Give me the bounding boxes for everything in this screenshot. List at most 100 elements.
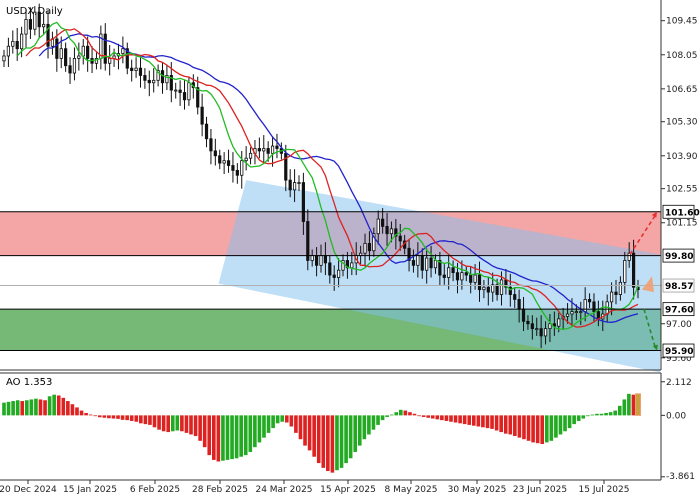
ao-bar (385, 415, 389, 417)
candle (130, 59, 134, 82)
ao-bar (426, 415, 430, 418)
ao-bar (253, 415, 257, 448)
ao-bar (280, 415, 285, 422)
candle (447, 254, 451, 290)
ao-panel: 2.112 0.00 -3.861 AO 1.353 (2, 373, 695, 482)
y-tick-label: 97.00 (666, 320, 692, 330)
ao-bar (207, 415, 212, 456)
ao-bar (608, 412, 613, 416)
ao-bar (540, 415, 545, 444)
ao-bar (111, 415, 116, 419)
candle (614, 279, 618, 305)
candle (2, 49, 6, 67)
level-label-97.60: 97.60 (662, 302, 695, 317)
candle (121, 36, 125, 64)
ao-bar (66, 401, 70, 416)
candle (530, 315, 534, 340)
candle (460, 260, 464, 290)
ao-bar (421, 415, 426, 417)
projection-up-arrow (629, 211, 657, 255)
candle (429, 245, 433, 278)
ao-bar (189, 415, 193, 435)
candle (297, 175, 301, 192)
candle (482, 279, 486, 299)
ao-bar (202, 415, 207, 448)
x-tick-label: 15 Jan 2025 (63, 485, 117, 495)
ao-bar (453, 415, 458, 423)
candle (20, 26, 24, 58)
ao-bar (262, 415, 266, 438)
ao-bar (362, 415, 367, 440)
candle (231, 152, 235, 183)
x-tick-label: 15 Jul 2025 (579, 485, 630, 495)
ao-bar (586, 415, 590, 417)
ao-bar (326, 415, 330, 472)
svg-text:99.80: 99.80 (665, 252, 693, 262)
ao-bar (307, 415, 312, 451)
ao-bar (97, 415, 102, 418)
ao-bar (467, 415, 472, 425)
candle (138, 54, 143, 88)
candle (156, 64, 160, 87)
candle (411, 249, 416, 273)
candle (37, 3, 41, 38)
ao-tick-label: 2.112 (666, 378, 692, 388)
candle (200, 93, 204, 137)
y-tick-label: 101.15 (666, 219, 698, 229)
ao-bar (563, 415, 567, 432)
candle (270, 136, 275, 167)
ao-bar (11, 401, 15, 416)
ao-bar (125, 415, 129, 421)
x-tick-label: 30 May 2025 (448, 485, 507, 495)
ao-bar (239, 415, 243, 457)
candle (288, 169, 292, 198)
candle (332, 265, 336, 291)
ao-bar (180, 415, 184, 432)
ao-bar (503, 415, 508, 434)
candle (209, 129, 213, 165)
ao-bar (148, 415, 152, 425)
ao-bar (590, 414, 595, 416)
x-tick-label: 8 May 2025 (385, 485, 438, 495)
candle (28, 7, 33, 39)
ao-bar (494, 415, 499, 431)
ao-bar (403, 410, 408, 416)
candle (240, 150, 244, 189)
ao-bar (380, 415, 385, 421)
candle (222, 152, 226, 175)
ao-bar (152, 415, 157, 428)
candle (94, 52, 99, 70)
svg-text:101.60: 101.60 (665, 208, 700, 218)
candle (381, 208, 385, 234)
ao-bar (234, 415, 239, 459)
level-label-99.80: 99.80 (662, 248, 695, 263)
candle (213, 138, 217, 166)
ao-bar (353, 415, 358, 452)
ao-bar (316, 415, 321, 464)
candle (33, 6, 37, 36)
ao-bar (216, 415, 221, 462)
candle (513, 287, 517, 308)
candle (565, 303, 570, 324)
candle (618, 276, 622, 301)
ao-bar (490, 415, 494, 429)
ao-tick-label: 0.00 (666, 411, 686, 421)
level-label-101.60: 101.60 (662, 204, 700, 219)
ao-bar (335, 415, 339, 471)
ao-bar (193, 415, 198, 437)
ao-bar (61, 397, 66, 416)
ao-bar (622, 399, 627, 416)
ao-bar (275, 415, 280, 424)
ao-tick-label: -3.861 (666, 472, 695, 482)
current-price-fan (642, 276, 654, 293)
ao-bar (376, 415, 380, 425)
candle (627, 242, 631, 268)
candle (341, 254, 345, 277)
ao-bar (47, 396, 52, 416)
candle (262, 135, 266, 164)
ao-bar (535, 415, 540, 444)
ao-bar (357, 415, 362, 446)
candle (275, 133, 279, 159)
ao-bar (481, 415, 485, 428)
ao-bar (508, 415, 513, 435)
